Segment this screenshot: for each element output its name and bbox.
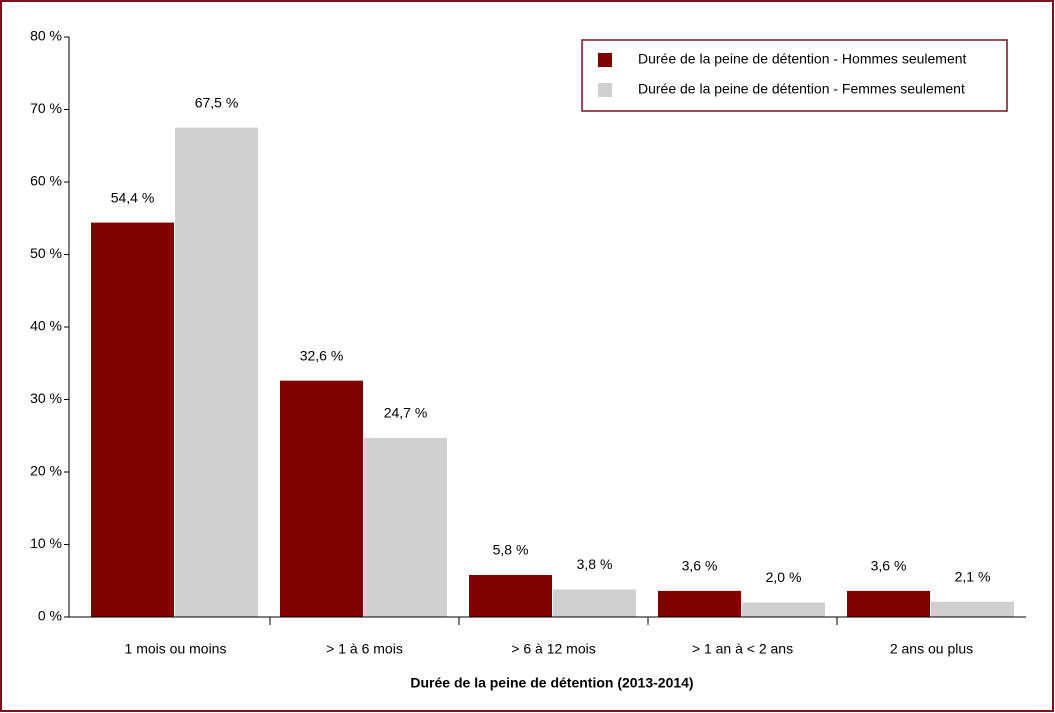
- y-tick-label: 20 %: [30, 463, 62, 479]
- value-label: 3,6 %: [871, 558, 907, 574]
- bar: [364, 437, 447, 617]
- bar: [658, 590, 741, 617]
- x-tick-label: > 6 à 12 mois: [511, 641, 595, 657]
- legend-swatch: [598, 83, 612, 97]
- x-tick-label: > 1 an à < 2 ans: [692, 641, 793, 657]
- legend-swatch: [598, 53, 612, 67]
- y-tick-label: 40 %: [30, 318, 62, 334]
- value-label: 2,1 %: [955, 568, 991, 584]
- y-tick-label: 80 %: [30, 28, 62, 44]
- bar: [91, 222, 174, 617]
- x-tick-label: > 1 à 6 mois: [326, 641, 403, 657]
- y-tick-label: 50 %: [30, 245, 62, 261]
- x-tick-label: 2 ans ou plus: [890, 641, 973, 657]
- y-tick-label: 30 %: [30, 390, 62, 406]
- value-label: 24,7 %: [384, 405, 428, 421]
- value-label: 5,8 %: [493, 542, 529, 558]
- bar: [742, 602, 825, 617]
- bar: [469, 574, 552, 617]
- value-label: 32,6 %: [300, 347, 344, 363]
- bar: [931, 601, 1014, 617]
- value-label: 3,8 %: [577, 556, 613, 572]
- y-tick-label: 0 %: [38, 608, 62, 624]
- bar: [553, 589, 636, 617]
- y-tick-label: 10 %: [30, 535, 62, 551]
- bar: [280, 380, 363, 617]
- legend-box: [581, 39, 1008, 112]
- y-tick-label: 60 %: [30, 173, 62, 189]
- value-label: 2,0 %: [766, 569, 802, 585]
- y-tick-label: 70 %: [30, 100, 62, 116]
- bar: [175, 127, 258, 617]
- value-label: 67,5 %: [195, 94, 239, 110]
- value-label: 54,4 %: [111, 189, 155, 205]
- x-tick-label: 1 mois ou moins: [125, 641, 227, 657]
- x-axis-title: Durée de la peine de détention (2013-201…: [410, 675, 693, 691]
- legend-label: Durée de la peine de détention - Femmes …: [638, 81, 965, 97]
- legend-label: Durée de la peine de détention - Hommes …: [638, 51, 967, 67]
- value-label: 3,6 %: [682, 558, 718, 574]
- bar: [847, 590, 930, 617]
